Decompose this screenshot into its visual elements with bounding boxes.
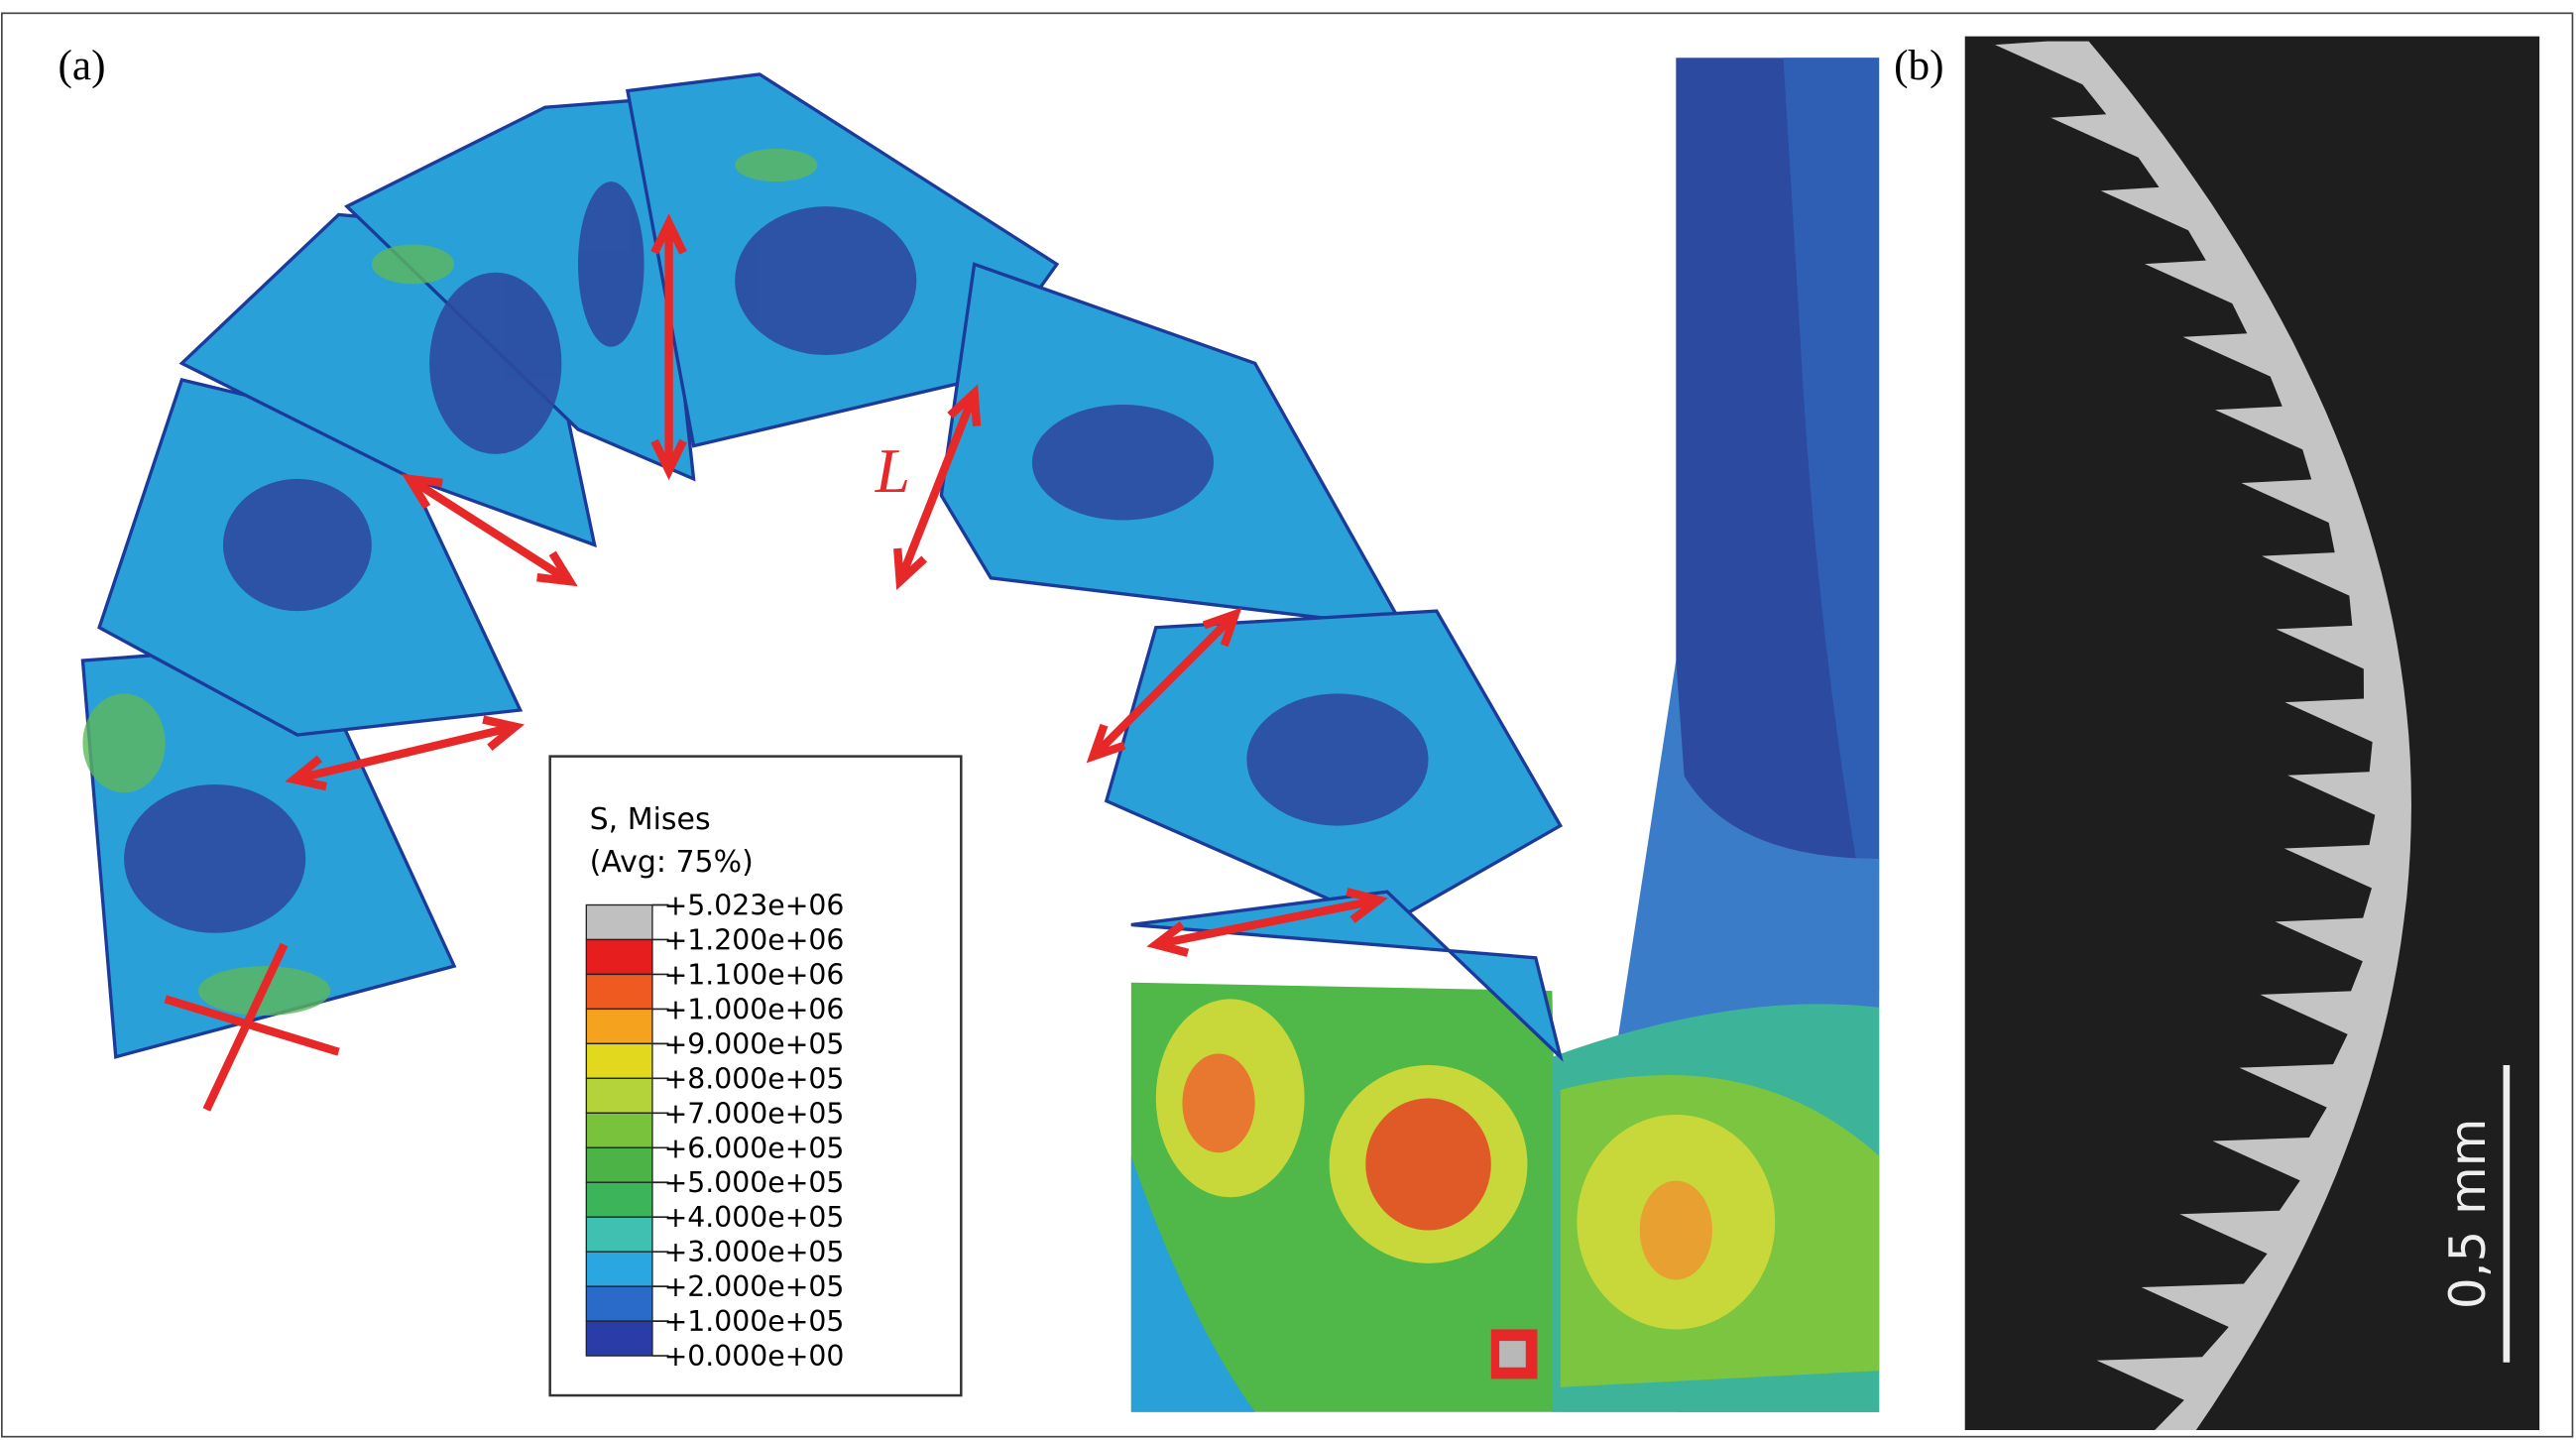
blob bbox=[578, 181, 644, 347]
legend-swatch bbox=[586, 1078, 652, 1113]
legend-level: +7.000e+05 bbox=[664, 1097, 845, 1130]
legend-level: +1.000e+05 bbox=[664, 1305, 845, 1338]
panel-b: 0,5 mm bbox=[1965, 37, 2539, 1430]
legend-swatch bbox=[586, 1009, 652, 1043]
panel-label: (a) bbox=[58, 42, 105, 89]
legend: S, Mises (Avg: 75%) +5.023e+06+1.200e+06… bbox=[550, 757, 962, 1395]
legend-swatch bbox=[586, 1252, 652, 1286]
legend-level: +1.000e+06 bbox=[664, 993, 845, 1025]
region bbox=[1499, 1341, 1526, 1368]
fe-contour bbox=[82, 58, 1879, 1411]
region bbox=[1365, 1098, 1491, 1230]
legend-level: +1.200e+06 bbox=[664, 923, 845, 956]
legend-level: +8.000e+05 bbox=[664, 1062, 845, 1095]
legend-swatch bbox=[586, 1182, 652, 1217]
legend-level: +5.023e+06 bbox=[664, 889, 845, 921]
legend-level: +3.000e+05 bbox=[664, 1236, 845, 1268]
legend-level: +2.000e+05 bbox=[664, 1270, 845, 1303]
blob bbox=[735, 149, 817, 181]
legend-title: S, Mises bbox=[590, 802, 711, 837]
legend-swatch bbox=[586, 1217, 652, 1252]
legend-swatch bbox=[586, 904, 652, 939]
blob bbox=[1032, 405, 1214, 521]
legend-level: +0.000e+00 bbox=[664, 1340, 845, 1373]
legend-swatch bbox=[586, 1321, 652, 1356]
legend-swatch bbox=[586, 939, 652, 974]
figure: (a) (b) L S, Mises (Avg: 75%) +5.023e+06… bbox=[0, 0, 2576, 1440]
scale-label: 0,5 mm bbox=[2439, 1119, 2497, 1310]
legend-swatch bbox=[586, 1113, 652, 1147]
legend-subtitle: (Avg: 75%) bbox=[590, 845, 754, 880]
legend-swatch bbox=[586, 1147, 652, 1182]
legend-level: +9.000e+05 bbox=[664, 1027, 845, 1060]
page: (a) (b) L S, Mises (Avg: 75%) +5.023e+06… bbox=[0, 0, 2576, 1440]
blob bbox=[372, 244, 454, 284]
blob bbox=[223, 479, 372, 611]
region bbox=[1640, 1181, 1712, 1280]
legend-level: +4.000e+05 bbox=[664, 1201, 845, 1234]
legend-level: +1.100e+06 bbox=[664, 958, 845, 991]
length-label: L bbox=[875, 436, 910, 506]
blob bbox=[735, 206, 916, 355]
region bbox=[1182, 1053, 1254, 1152]
legend-level: +6.000e+05 bbox=[664, 1132, 845, 1164]
blob bbox=[429, 273, 561, 454]
blob bbox=[124, 784, 305, 933]
blob bbox=[1246, 693, 1428, 825]
legend-swatch bbox=[586, 1043, 652, 1078]
panel-label: (b) bbox=[1894, 42, 1943, 89]
blob bbox=[82, 693, 165, 792]
legend-swatch bbox=[586, 1286, 652, 1321]
legend-level: +5.000e+05 bbox=[664, 1166, 845, 1199]
legend-swatch bbox=[586, 974, 652, 1009]
